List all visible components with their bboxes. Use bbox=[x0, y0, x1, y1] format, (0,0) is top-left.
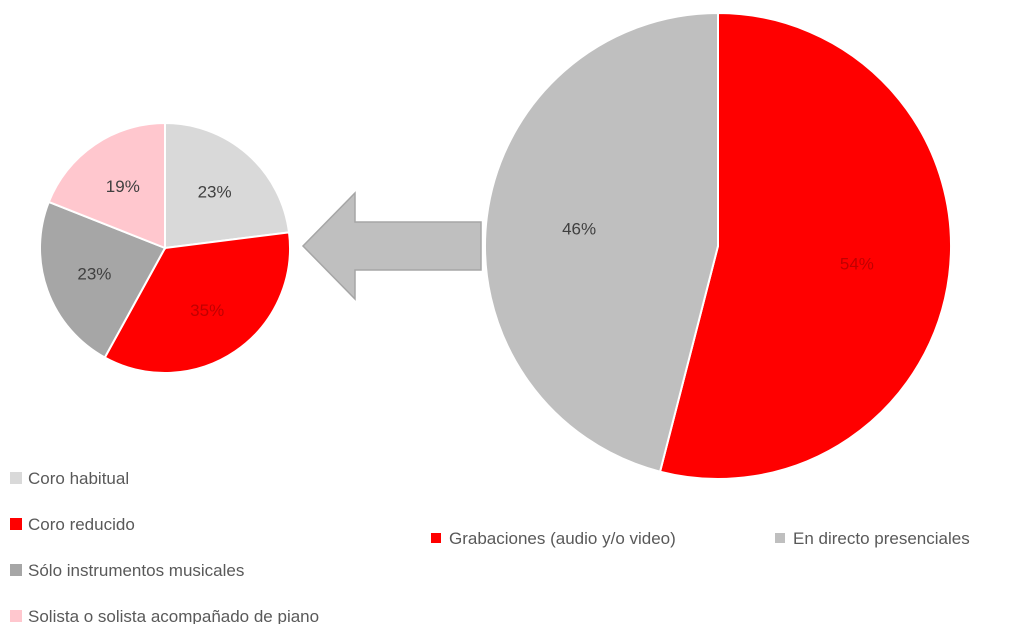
data-label-coro-reducido: 35% bbox=[190, 301, 224, 320]
data-label-solo-instrumentos-musicales: 23% bbox=[77, 264, 111, 283]
pie-slice-coro-reducido bbox=[103, 231, 291, 374]
left-arrow-shape bbox=[301, 191, 482, 301]
pie-slice-coro-habitual bbox=[164, 121, 291, 250]
legend-swatch-coro-reducido bbox=[10, 518, 22, 530]
data-label-grabaciones-audio-y-o-video: 54% bbox=[840, 255, 874, 274]
pie-slice-solo-instrumentos-musicales bbox=[39, 200, 167, 359]
legend-swatch-en-directo-presenciales bbox=[775, 533, 785, 543]
legend-label-coro-reducido: Coro reducido bbox=[28, 515, 135, 534]
legend-label-grabaciones-audio-y-o-video: Grabaciones (audio y/o video) bbox=[449, 529, 676, 548]
legend-swatch-grabaciones-audio-y-o-video bbox=[431, 533, 441, 543]
legend-label-en-directo-presenciales: En directo presenciales bbox=[793, 529, 970, 548]
legend-label-solo-instrumentos-musicales: Sólo instrumentos musicales bbox=[28, 561, 244, 580]
data-label-en-directo-presenciales: 46% bbox=[562, 220, 596, 239]
pie-slice-solista-o-solista-acompanado-de-piano bbox=[47, 121, 166, 250]
pie-slice-en-directo-presenciales bbox=[484, 11, 719, 473]
breakdown-pie-chart: 23% 35% 23% 19% bbox=[39, 121, 291, 374]
breakdown-pie-legend: Coro habitual Coro reducido Sólo instrumen… bbox=[10, 469, 319, 624]
main-pie-legend: Grabaciones (audio y/o video) En directo … bbox=[431, 529, 970, 548]
connector-arrow bbox=[301, 191, 482, 301]
legend-swatch-coro-habitual bbox=[10, 472, 22, 484]
main-pie-chart: 54% 46% bbox=[484, 11, 952, 480]
data-label-coro-habitual: 23% bbox=[198, 183, 232, 202]
data-label-solista-o-solista-acompanado-de-piano: 19% bbox=[106, 177, 140, 196]
pie-slice-grabaciones-audio-y-o-video bbox=[658, 11, 952, 480]
legend-swatch-solo-instrumentos-musicales bbox=[10, 564, 22, 576]
legend-label-solista-o-solista-acompanado-de-piano: Solista o solista acompañado de piano bbox=[28, 607, 319, 624]
legend-label-coro-habitual: Coro habitual bbox=[28, 469, 129, 488]
legend-swatch-solista-o-solista-acompanado-de-piano bbox=[10, 610, 22, 622]
